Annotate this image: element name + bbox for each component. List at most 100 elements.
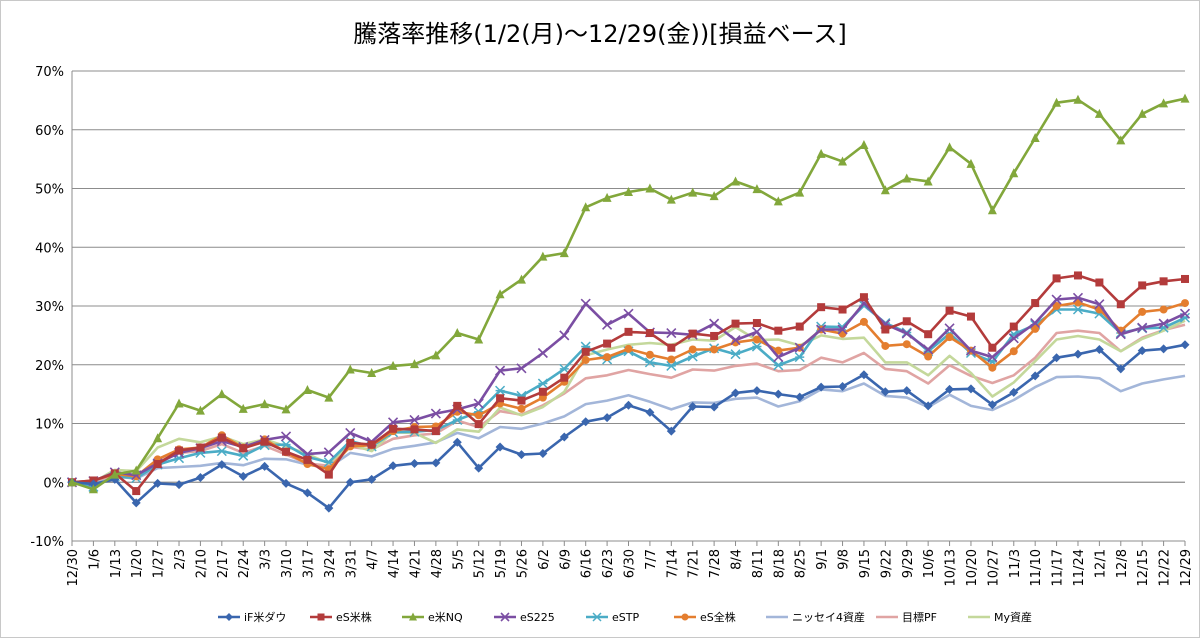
- data-point: [644, 357, 655, 368]
- data-point: [282, 447, 291, 456]
- x-tick-label: 3/10: [280, 549, 295, 578]
- data-point: [751, 341, 762, 352]
- axes: -10% 0% 10% 20% 30% 40% 50% 60% 70% 12/30 1/6 1/13 1…: [30, 65, 1194, 586]
- x-tick-label: 12/29: [1179, 549, 1194, 586]
- data-point: [346, 438, 355, 447]
- data-point: [730, 349, 741, 360]
- data-point: [1052, 353, 1062, 363]
- data-point: [965, 345, 977, 356]
- data-point: [881, 325, 890, 334]
- x-tick-label: 10/13: [944, 549, 959, 586]
- data-point: [516, 274, 526, 284]
- data-point: [859, 293, 868, 302]
- data-point: [710, 345, 719, 354]
- data-point: [323, 447, 334, 458]
- data-point: [1159, 305, 1168, 314]
- data-point: [153, 433, 163, 443]
- data-point: [773, 352, 784, 363]
- x-tick-label: 2/10: [194, 549, 209, 578]
- data-point: [500, 612, 510, 622]
- data-point: [409, 458, 419, 468]
- y-tick-label: 30%: [35, 300, 64, 315]
- data-point: [752, 335, 761, 344]
- data-point: [624, 400, 633, 410]
- x-tick-label: 12/22: [1158, 549, 1173, 586]
- x-tick-label: 10/20: [965, 549, 980, 586]
- data-point: [410, 425, 419, 434]
- legend-item: eS米株: [310, 610, 372, 624]
- data-point: [859, 370, 869, 380]
- data-point: [452, 414, 463, 426]
- data-point: [838, 305, 847, 314]
- data-point: [774, 326, 783, 335]
- data-point: [324, 503, 334, 513]
- data-point: [516, 363, 527, 374]
- data-point: [317, 613, 325, 621]
- data-point: [409, 612, 417, 621]
- data-point: [324, 470, 333, 479]
- data-point: [345, 427, 356, 438]
- data-point: [688, 401, 698, 411]
- data-point: [281, 439, 292, 450]
- data-point: [624, 187, 633, 197]
- x-tick-label: 8/18: [772, 549, 787, 578]
- x-tick-label: 11/17: [1051, 549, 1066, 586]
- x-tick-label: 1/6: [87, 549, 102, 570]
- data-point: [987, 352, 998, 363]
- data-point: [666, 426, 676, 436]
- x-tick-label: 11/10: [1029, 549, 1044, 586]
- data-point: [880, 185, 890, 195]
- data-point: [452, 328, 462, 338]
- data-point: [666, 327, 677, 339]
- data-point: [473, 398, 484, 409]
- data-point: [838, 329, 847, 338]
- x-tick-label: 4/21: [408, 549, 423, 578]
- x-tick-label: 6/2: [537, 549, 552, 570]
- data-point: [581, 356, 590, 365]
- data-point: [559, 363, 570, 374]
- data-point: [881, 341, 890, 350]
- data-point: [731, 176, 741, 186]
- data-point: [538, 387, 547, 396]
- legend-label: My資産: [994, 611, 1032, 624]
- y-tick-label: 40%: [35, 241, 64, 256]
- data-point: [1051, 294, 1062, 305]
- x-tick-label: 12/8: [1115, 549, 1130, 578]
- data-point: [1179, 308, 1191, 319]
- data-point: [132, 487, 141, 496]
- x-tick-label: 5/5: [451, 549, 466, 570]
- data-point: [302, 488, 312, 498]
- data-point: [1159, 98, 1169, 108]
- data-point: [816, 148, 826, 158]
- data-point: [560, 373, 569, 382]
- x-tick-label: 3/31: [344, 549, 359, 578]
- data-point: [902, 317, 911, 326]
- data-point: [474, 420, 483, 429]
- data-point: [153, 460, 162, 469]
- data-point: [537, 378, 548, 389]
- data-point: [260, 399, 270, 409]
- data-point: [880, 387, 890, 397]
- data-point: [345, 364, 355, 374]
- data-point: [924, 330, 933, 339]
- data-point: [1137, 108, 1147, 118]
- x-tick-label: 9/29: [901, 549, 916, 578]
- data-point: [430, 408, 441, 419]
- y-tick-label: 10%: [35, 418, 64, 433]
- data-point: [1159, 344, 1169, 354]
- data-point: [581, 202, 591, 212]
- data-point: [688, 345, 697, 354]
- data-point: [945, 306, 954, 315]
- data-point: [280, 431, 292, 442]
- data-point: [602, 192, 612, 202]
- data-point: [175, 446, 184, 455]
- data-point: [1031, 299, 1040, 308]
- data-point: [837, 324, 848, 335]
- data-point: [431, 458, 441, 468]
- data-point: [1158, 318, 1169, 329]
- data-point: [666, 360, 677, 371]
- data-point: [1009, 347, 1018, 356]
- x-tick-label: 6/16: [580, 549, 595, 578]
- data-point: [1138, 281, 1147, 290]
